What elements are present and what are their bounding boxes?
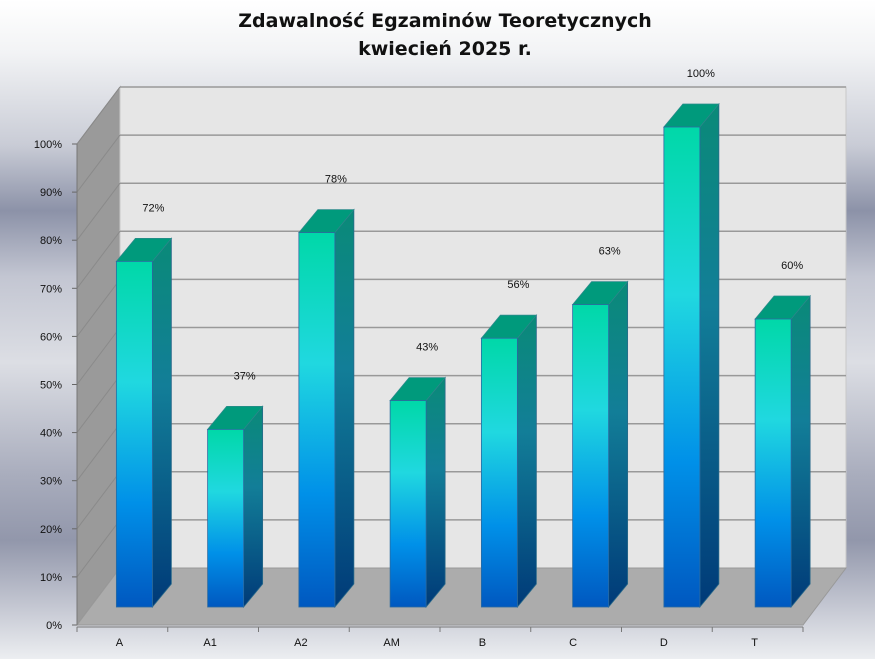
floor xyxy=(75,567,848,626)
bar-front xyxy=(754,318,792,608)
x-tick-label: A2 xyxy=(294,637,307,649)
y-tick-label: 50% xyxy=(40,380,62,392)
y-tick-label: 20% xyxy=(40,524,62,536)
bar-d xyxy=(663,102,720,609)
gridline-side xyxy=(76,134,121,193)
y-tick-label: 60% xyxy=(40,331,62,343)
data-label: 60% xyxy=(781,260,803,272)
y-tick-label: 70% xyxy=(40,283,62,295)
y-tick-label: 80% xyxy=(40,235,62,247)
gridline-side xyxy=(76,375,121,433)
data-label: 37% xyxy=(234,370,256,382)
gridline-side xyxy=(76,182,121,241)
y-tick-label: 30% xyxy=(40,476,62,488)
y-tick-label: 0% xyxy=(46,620,62,632)
data-label: 43% xyxy=(416,342,438,354)
data-label: 100% xyxy=(687,68,715,80)
y-tick-label: 90% xyxy=(40,187,62,199)
gridline-side xyxy=(76,327,121,385)
y-tick-label: 40% xyxy=(40,428,62,440)
bar-front xyxy=(663,126,701,608)
bar-t xyxy=(754,294,811,609)
bar-side xyxy=(608,280,629,609)
bar-a1 xyxy=(206,405,264,609)
data-label: 56% xyxy=(507,279,529,291)
x-tick-label: A xyxy=(116,637,124,649)
x-tick-label: T xyxy=(751,637,758,649)
gridline-side xyxy=(76,230,121,289)
y-tick-label: 10% xyxy=(40,572,62,584)
bar-front xyxy=(480,337,518,608)
gridline-side xyxy=(76,519,121,578)
data-label: 63% xyxy=(599,246,621,258)
bar-side xyxy=(516,314,537,609)
bar-b xyxy=(480,314,538,609)
bar-a xyxy=(115,237,173,609)
bar-side xyxy=(243,405,264,609)
x-tick-label: C xyxy=(569,637,577,649)
x-tick-label: A1 xyxy=(203,637,216,649)
bar-front xyxy=(298,232,336,608)
bar-side xyxy=(334,208,355,609)
data-label: 72% xyxy=(142,202,164,214)
chart-subtitle: kwiecień 2025 r. xyxy=(358,38,532,60)
bar-front xyxy=(115,260,153,608)
x-tick-label: D xyxy=(660,637,668,649)
data-label: 78% xyxy=(325,174,347,186)
bar-front xyxy=(572,304,610,608)
x-tick-label: AM xyxy=(383,637,400,649)
chart-title: Zdawalność Egzaminów Teoretycznych xyxy=(238,10,652,32)
bar-c xyxy=(571,280,629,609)
bar-front xyxy=(207,428,245,608)
bar-side xyxy=(790,294,811,609)
gridline-side xyxy=(76,279,121,337)
gridline-side xyxy=(76,86,121,145)
gridline-side xyxy=(76,471,121,530)
bar-a2 xyxy=(298,208,355,609)
bar-side xyxy=(699,102,720,609)
y-tick-label: 100% xyxy=(34,139,62,151)
bar-front xyxy=(389,400,427,608)
gridline-side xyxy=(76,423,121,482)
bar-am xyxy=(389,376,446,609)
bar-side xyxy=(425,376,446,609)
bar-side xyxy=(151,237,172,609)
x-tick-label: B xyxy=(479,637,486,649)
